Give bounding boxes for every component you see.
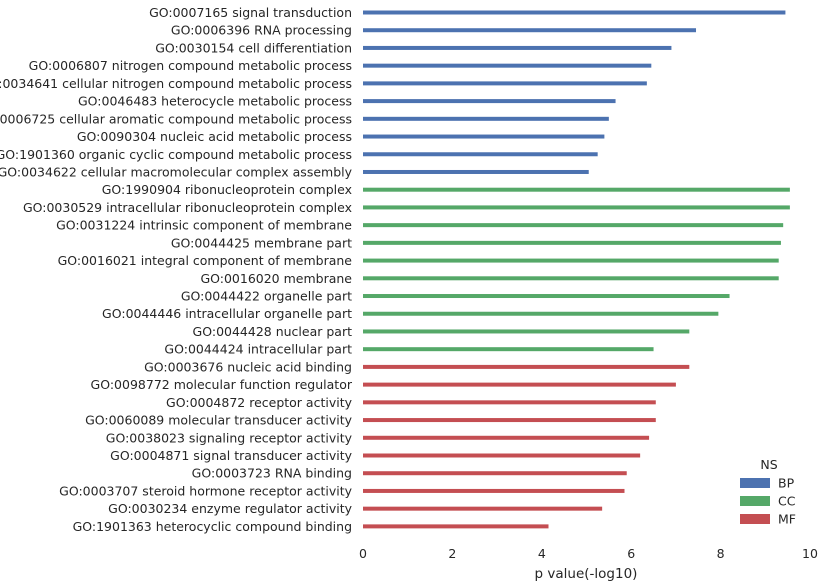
legend: NS BP CC MF	[740, 457, 796, 527]
category-label: GO:0044422 organelle part	[181, 289, 352, 304]
category-label: GO:0016020 membrane	[200, 271, 352, 286]
bar-mf-23	[363, 418, 656, 423]
bar-cc-11	[363, 205, 790, 210]
bar-mf-20	[363, 364, 690, 369]
x-tick-label: 6	[627, 546, 635, 561]
bar-cc-12	[363, 223, 784, 228]
x-tick-label: 8	[717, 546, 725, 561]
category-label: GO:0004872 receptor activity	[166, 395, 353, 410]
legend-label-bp: BP	[778, 476, 795, 491]
bar-bp-7	[363, 134, 605, 139]
x-tick-label: 2	[448, 546, 456, 561]
bar-bp-9	[363, 169, 589, 174]
bar-mf-24	[363, 435, 650, 440]
bar-mf-28	[363, 506, 603, 511]
category-label: GO:0006807 nitrogen compound metabolic p…	[29, 58, 352, 73]
bar-cc-17	[363, 311, 719, 316]
category-label: GO:0030154 cell differentiation	[155, 40, 352, 55]
bar-cc-15	[363, 276, 779, 281]
category-label: GO:0003676 nucleic acid binding	[144, 359, 352, 374]
category-label: GO:0044446 intracellular organelle part	[102, 306, 352, 321]
legend-entries: BP CC MF	[740, 476, 796, 527]
category-label: GO:0030529 intracellular ribonucleoprote…	[23, 200, 352, 215]
bar-bp-2	[363, 45, 672, 50]
category-label: GO:0003723 RNA binding	[192, 466, 352, 481]
legend-swatch-bp	[740, 478, 770, 488]
bar-mf-21	[363, 382, 676, 387]
bar-bp-8	[363, 152, 598, 157]
category-label: GO:0016021 integral component of membran…	[58, 253, 353, 268]
category-label: GO:0006396 RNA processing	[171, 23, 352, 38]
category-label: GO:0090304 nucleic acid metabolic proces…	[77, 129, 352, 144]
category-label: GO:0006725 cellular aromatic compound me…	[0, 111, 352, 126]
bar-cc-18	[363, 329, 690, 334]
bar-bp-3	[363, 63, 652, 68]
legend-swatch-cc	[740, 496, 770, 506]
bar-bp-1	[363, 28, 697, 33]
category-label: GO:0038023 signaling receptor activity	[106, 430, 353, 445]
category-label: GO:0030234 enzyme regulator activity	[108, 501, 352, 516]
x-axis-ticks: 0 2 4 6 8 10	[359, 546, 818, 561]
category-label: GO:0004871 signal transducer activity	[110, 448, 352, 463]
bar-cc-19	[363, 347, 654, 352]
legend-swatch-mf	[740, 514, 770, 524]
bar-cc-10	[363, 187, 790, 192]
bar-bp-0	[363, 10, 786, 15]
bar-cc-13	[363, 240, 781, 245]
bar-mf-29	[363, 524, 549, 529]
category-label: GO:1901360 organic cyclic compound metab…	[0, 147, 352, 162]
category-label: GO:0003707 steroid hormone receptor acti…	[59, 483, 352, 498]
category-label: GO:0034641 cellular nitrogen compound me…	[0, 76, 352, 91]
bar-cc-14	[363, 258, 779, 263]
category-label: GO:1901363 heterocyclic compound binding	[73, 519, 352, 534]
legend-title: NS	[760, 457, 777, 472]
category-label: GO:0034622 cellular macromolecular compl…	[0, 164, 353, 179]
x-tick-label: 4	[538, 546, 546, 561]
legend-label-cc: CC	[778, 494, 796, 509]
category-label: GO:0044424 intracellular part	[164, 342, 352, 357]
legend-label-mf: MF	[778, 512, 796, 527]
category-label: GO:0098772 molecular function regulator	[91, 377, 353, 392]
bar-mf-22	[363, 400, 656, 405]
bar-bp-6	[363, 116, 609, 121]
category-label: GO:0060089 molecular transducer activity	[85, 413, 353, 428]
bar-mf-26	[363, 471, 627, 476]
x-axis-title: p value(-log10)	[535, 566, 638, 582]
category-label: GO:0031224 intrinsic component of membra…	[56, 218, 352, 233]
x-tick-label: 0	[359, 546, 367, 561]
category-label: GO:1990904 ribonucleoprotein complex	[102, 182, 352, 197]
category-labels: GO:0007165 signal transduction GO:0006396…	[0, 5, 353, 534]
bars-layer	[363, 10, 790, 529]
bar-cc-16	[363, 294, 730, 299]
bar-mf-25	[363, 453, 641, 458]
bar-bp-4	[363, 81, 647, 86]
bar-mf-27	[363, 488, 625, 493]
category-label: GO:0044425 membrane part	[171, 235, 352, 250]
x-tick-label: 10	[802, 546, 818, 561]
category-label: GO:0007165 signal transduction	[149, 5, 352, 20]
category-label: GO:0046483 heterocycle metabolic process	[78, 94, 352, 109]
bar-bp-5	[363, 99, 616, 104]
category-label: GO:0044428 nuclear part	[193, 324, 353, 339]
